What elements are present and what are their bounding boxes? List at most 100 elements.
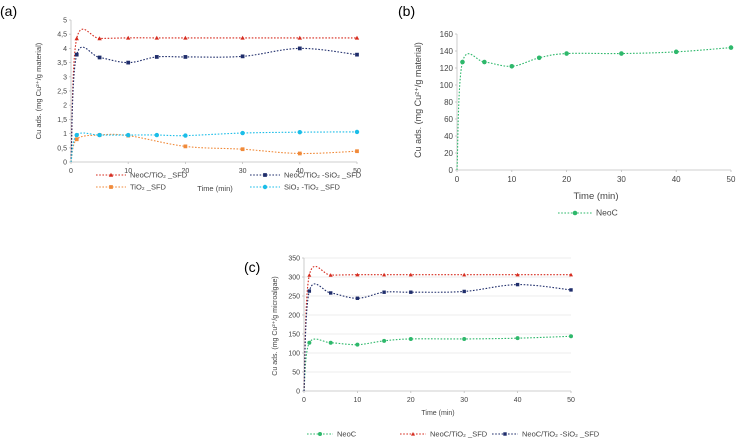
panel-c-data-point [355, 296, 360, 300]
panel-c-y-tick-label: 150 [288, 331, 300, 338]
panel-c-data-point [329, 291, 333, 295]
panel-b-y-tick-label: 0 [449, 166, 454, 175]
panel-b-x-tick-label: 0 [455, 175, 460, 184]
panel-b-y-tick-label: 160 [440, 30, 454, 39]
panel-b-label: (b) [398, 3, 415, 19]
panel-b-data-point [564, 51, 569, 56]
panel-a-data-point [240, 35, 245, 40]
panel-a-y-tick-label: 3,5 [57, 60, 67, 67]
panel-b-y-tick-label: 100 [440, 81, 454, 90]
panel-c-data-point [307, 289, 312, 293]
panel-a-x-tick-label: 10 [124, 168, 132, 175]
panel-a-data-point [126, 60, 131, 65]
panel-b-x-tick-label: 20 [562, 175, 571, 184]
panel-c-data-point [515, 272, 520, 277]
panel-a-x-tick-label: 40 [296, 168, 304, 175]
panel-a-series-line [70, 46, 358, 163]
panel-a-y-tick-label: 1 [63, 131, 67, 138]
panel-a-data-point [297, 151, 302, 156]
panel-c-xlabel: Time (min) [421, 410, 454, 417]
panel-c-y-tick-label: 100 [288, 350, 300, 357]
panel-a-data-point [154, 132, 159, 138]
panel-b-data-point [482, 59, 487, 65]
panel-b-y-tick-label: 60 [444, 115, 453, 124]
panel-c-data-point [409, 290, 413, 294]
panel-b-ylabel: Cu ads. (mg Cu²⁺/g material) [413, 42, 423, 158]
panel-a-x-tick-label: 50 [353, 168, 361, 175]
panel-c-ylabel: Cu ads. (mg Cu²⁺/g microalgae) [272, 276, 279, 375]
panel-b-legend-marker [572, 210, 578, 216]
panel-a-legend-marker [109, 185, 113, 189]
panel-a-y-tick-label: 4 [63, 46, 67, 53]
panel-a-series-line [70, 28, 357, 163]
panel-c-data-point [408, 336, 413, 341]
panel-a-y-tick-label: 2,5 [57, 88, 67, 95]
panel-a-data-point [297, 46, 302, 51]
panel-a-y-tick-label: 0,5 [57, 145, 67, 152]
panel-b-x-tick-label: 50 [727, 175, 736, 184]
panel-a-data-point [297, 35, 302, 40]
panel-c-series-line [303, 335, 572, 392]
panel-c-legend-label: NeoC/TiO₂ -SiO₂ _SFD [522, 430, 600, 439]
panel-c-y-tick-label: 200 [288, 312, 300, 319]
panel-c-data-point [382, 290, 386, 294]
panel-a-data-point [74, 52, 79, 57]
panel-b-data-point [536, 55, 542, 61]
panel-c-data-point [462, 336, 467, 341]
panel-a-data-point [240, 147, 245, 152]
panel-a-data-point [154, 55, 159, 59]
panel-c-x-tick-label: 30 [460, 397, 468, 404]
panel-a-data-point [183, 55, 188, 59]
panel-a-data-point [355, 149, 359, 154]
panel-b-y-tick-label: 40 [444, 132, 453, 141]
panel-a-y-tick-label: 5 [63, 17, 67, 24]
panel-a-legend-label: NeoC/TiO₂ _SFD [130, 171, 188, 180]
panel-a-x-tick-label: 0 [69, 168, 73, 175]
panel-b-y-tick-label: 140 [440, 47, 454, 56]
panel-a-data-point [354, 35, 360, 40]
panel-b-x-tick-label: 10 [507, 175, 516, 184]
panel-a-legend-label: TiO₂ _SFD [130, 183, 167, 192]
panel-a-ylabel: Cu ads. (mg Cu²⁺/g material) [34, 42, 43, 139]
panel-a-data-point [297, 129, 302, 135]
panel-a-data-point [240, 130, 245, 136]
panel-a-data-point [355, 52, 359, 57]
panel-b-data-point [673, 49, 679, 55]
panel-c-data-point [569, 288, 573, 292]
panel-a-x-tick-label: 30 [239, 168, 247, 175]
panel-c-data-point [515, 282, 520, 287]
panel-c-y-tick-label: 250 [288, 293, 300, 300]
panel-c-data-point [408, 272, 413, 277]
panel-a-data-point [74, 36, 79, 41]
panel-a-legend-label: NeoC/TiO₂ -SiO₂ _SFD [284, 171, 362, 180]
panel-a-series-line [70, 131, 358, 163]
panel-a-legend-marker [108, 172, 114, 177]
panel-a-plot: 00,511,522,533,544,550 10 20 30 40 50NeoC/TiO… [57, 17, 362, 191]
panel-c-data-point [462, 289, 466, 294]
panel-c-data-point [382, 272, 387, 277]
panel-c-data-point [569, 272, 573, 277]
panel-b-data-point [509, 64, 515, 69]
panel-b-x-tick-label: 40 [672, 175, 681, 184]
panel-b-series-line [456, 47, 732, 171]
panel-c-label: (c) [244, 259, 260, 275]
panel-b-y-tick-label: 120 [440, 64, 454, 73]
panel-b-data-point [619, 51, 624, 56]
panel-c-data-point [355, 272, 360, 277]
panel-a-y-tick-label: 4,5 [57, 32, 67, 39]
panel-a-data-point [183, 144, 188, 149]
panel-c-data-point [515, 336, 520, 341]
panel-a-series-line [70, 133, 358, 163]
panel-b-x-tick-label: 30 [617, 175, 626, 184]
panel-c-data-point [462, 272, 467, 277]
panel-a-data-point [183, 35, 188, 40]
panel-c-x-tick-label: 10 [354, 397, 362, 404]
panel-b-y-tick-label: 20 [444, 149, 453, 158]
panel-c-y-tick-label: 0 [296, 388, 300, 395]
panel-c-y-tick-label: 50 [292, 369, 300, 376]
panel-c-plot: 0 50 100 150 200 250 300 350 0 10 20 30 40 50 NeoC NeoC… [288, 255, 599, 438]
panel-a-x-tick-label: 20 [182, 168, 190, 175]
panel-a-data-point [97, 132, 102, 138]
panel-a-data-point [97, 36, 102, 41]
